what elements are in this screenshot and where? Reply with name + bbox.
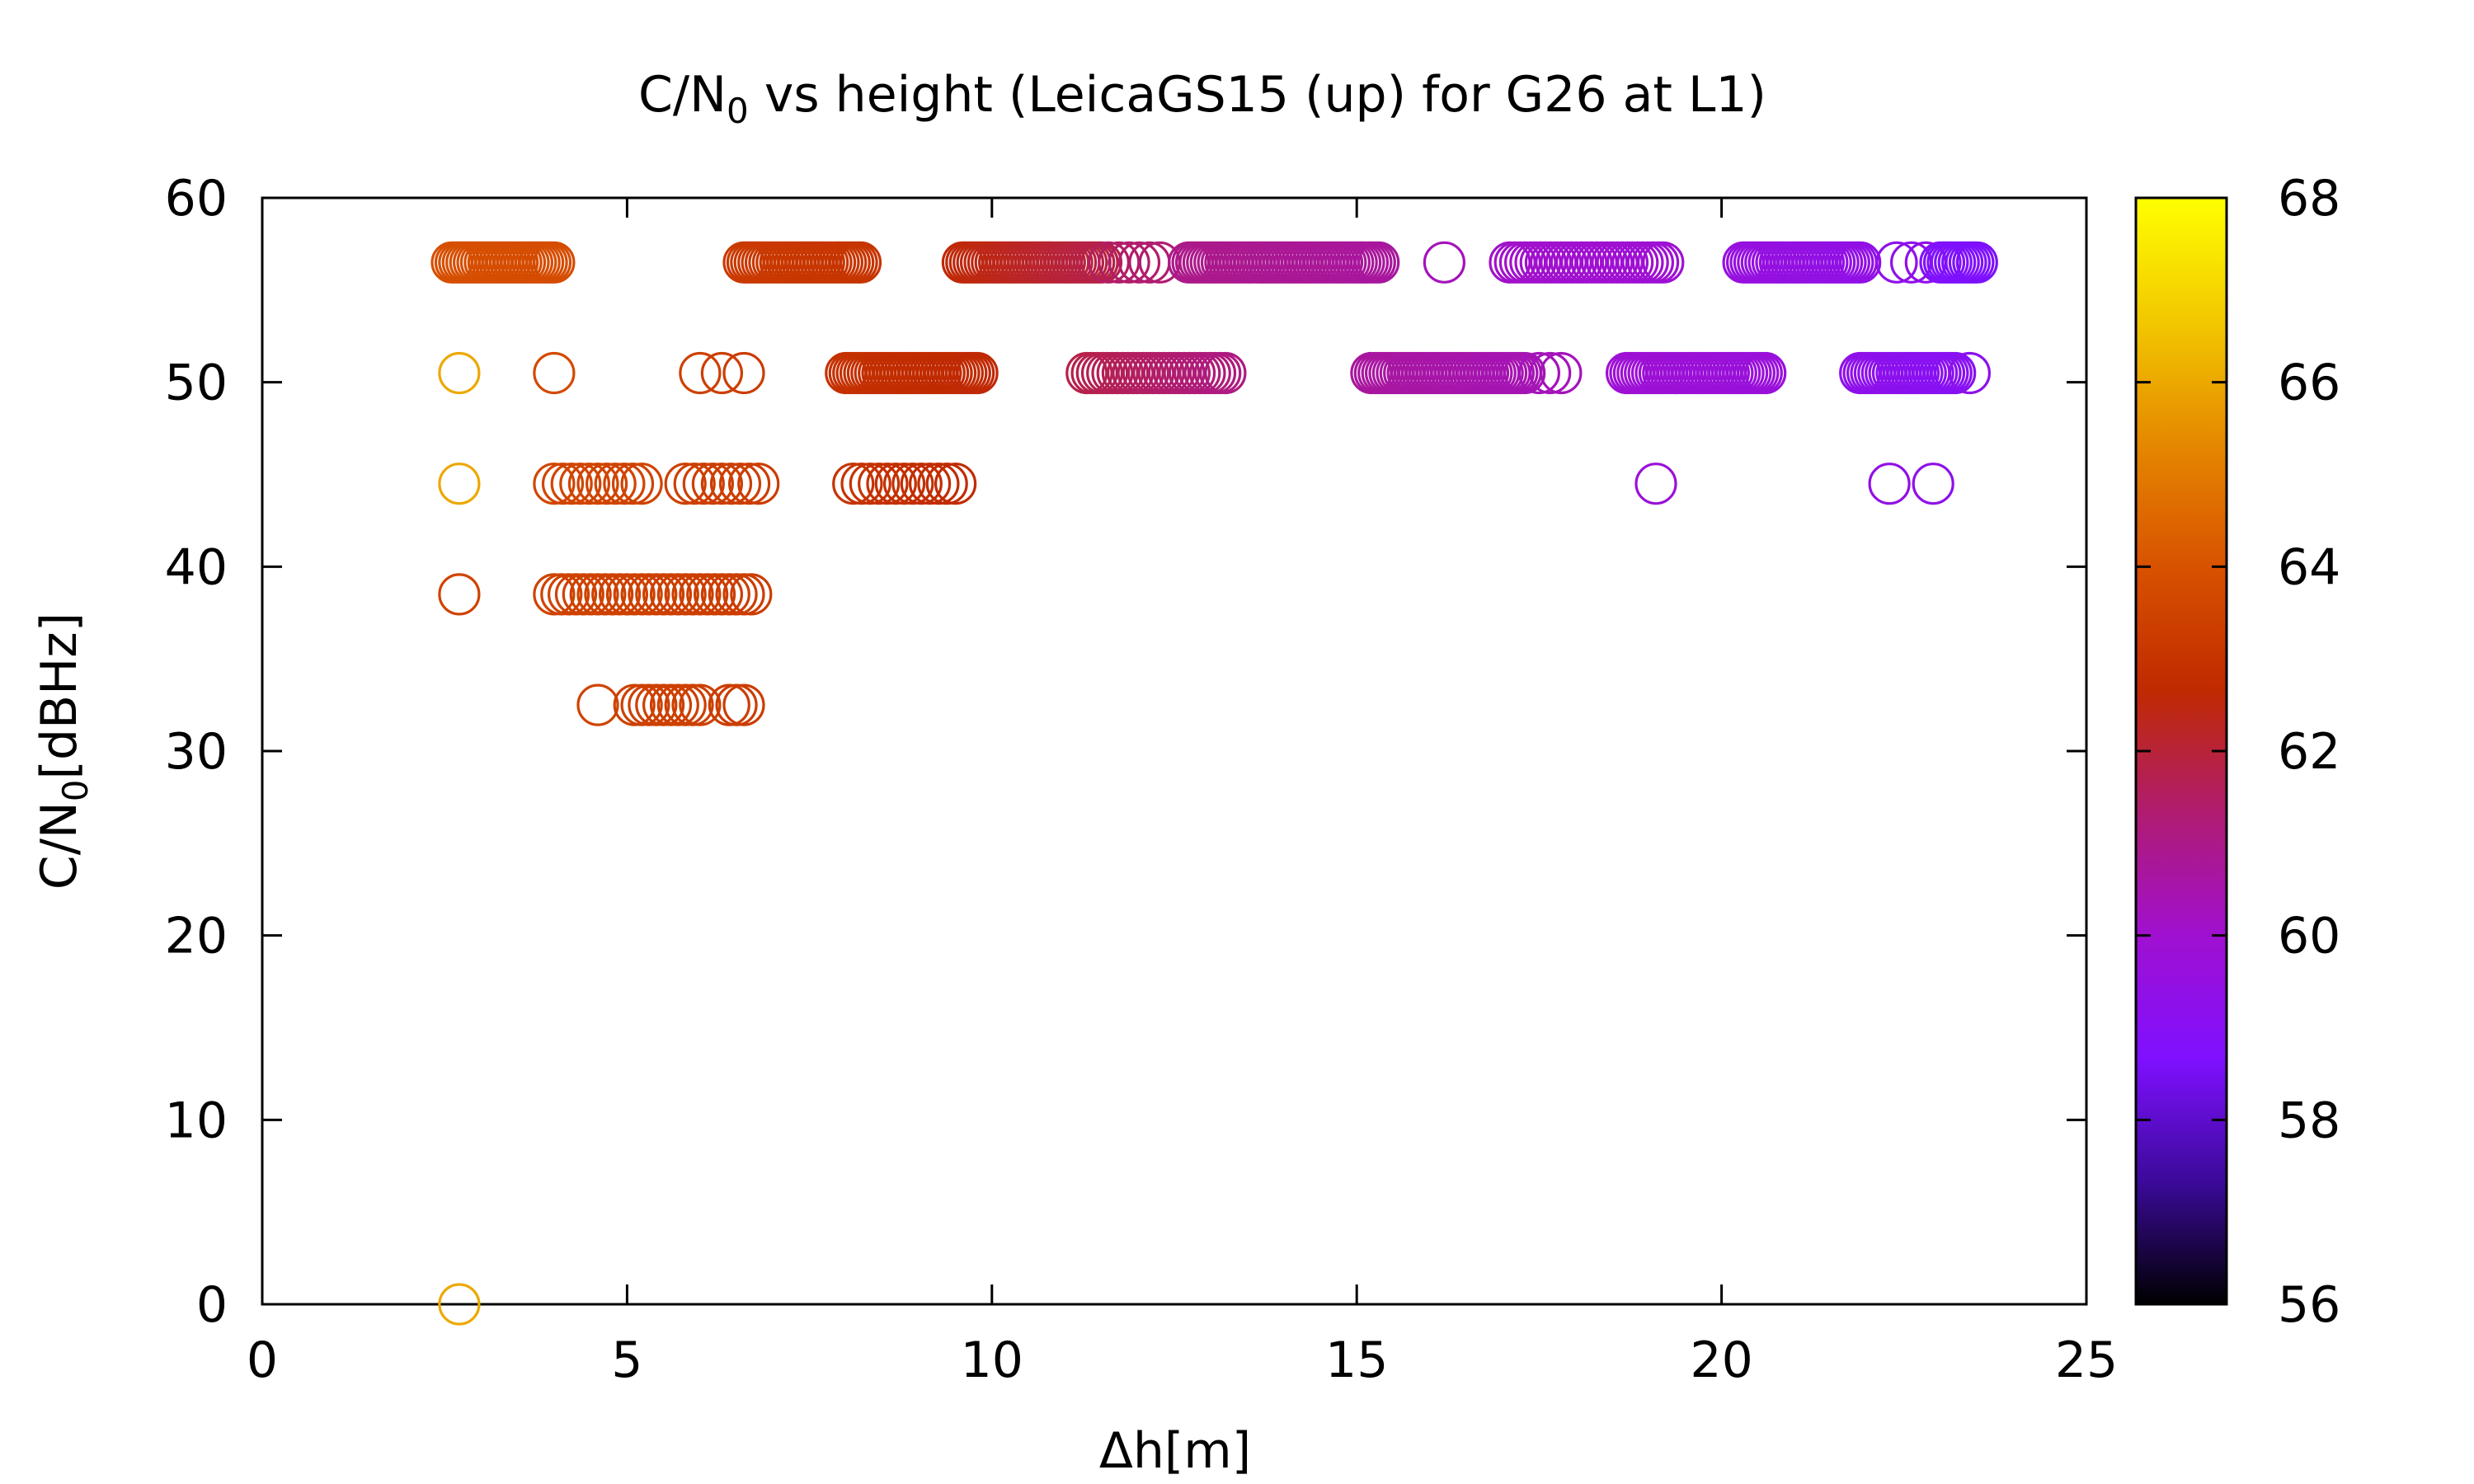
data-point bbox=[682, 463, 725, 505]
data-point bbox=[576, 463, 619, 505]
data-point bbox=[1868, 463, 1911, 505]
data-point bbox=[691, 463, 735, 505]
y-axis-label: C/N0[dBHz] bbox=[31, 613, 96, 890]
data-point bbox=[673, 463, 716, 505]
data-point bbox=[664, 463, 707, 505]
data-point bbox=[839, 241, 882, 284]
y-tick-label: 0 bbox=[196, 1276, 228, 1334]
data-point bbox=[550, 463, 593, 505]
data-point bbox=[866, 463, 909, 505]
data-point bbox=[1204, 351, 1247, 395]
data-point bbox=[700, 463, 744, 505]
data-point bbox=[567, 463, 611, 505]
data-point bbox=[679, 351, 722, 395]
y-tick-label: 60 bbox=[165, 170, 228, 228]
data-point bbox=[1642, 241, 1685, 284]
data-point bbox=[585, 463, 628, 505]
colorbar-tick-label: 60 bbox=[2278, 908, 2340, 965]
data-point bbox=[533, 351, 576, 395]
data-point bbox=[956, 351, 999, 395]
data-point bbox=[438, 463, 481, 505]
x-tick-label: 0 bbox=[247, 1331, 278, 1389]
data-point bbox=[840, 463, 883, 505]
data-point bbox=[438, 573, 481, 616]
y-tick-label: 50 bbox=[165, 355, 228, 412]
y-tick-label: 20 bbox=[165, 908, 228, 965]
x-tick-labels: 0 5 10 15 20 25 bbox=[247, 1331, 2118, 1389]
data-point bbox=[730, 573, 773, 616]
data-point bbox=[1540, 351, 1583, 395]
x-axis-label: Δh[m] bbox=[1099, 1422, 1251, 1480]
data-point bbox=[709, 463, 753, 505]
data-point bbox=[1517, 351, 1561, 395]
colorbar-tick-label: 64 bbox=[2278, 538, 2340, 596]
colorbar-ticks bbox=[2136, 196, 2227, 1306]
data-point bbox=[1423, 241, 1466, 284]
y-tick-label: 40 bbox=[165, 538, 228, 596]
data-point bbox=[1529, 351, 1572, 395]
data-point bbox=[559, 463, 602, 505]
x-tick-label: 25 bbox=[2055, 1331, 2118, 1389]
data-point bbox=[1955, 241, 1998, 284]
data-point bbox=[1912, 463, 1954, 505]
axis-ticks bbox=[261, 196, 2088, 1306]
y-tick-label: 10 bbox=[165, 1092, 228, 1149]
data-point bbox=[727, 463, 771, 505]
data-point bbox=[917, 463, 960, 505]
data-point bbox=[849, 463, 891, 505]
y-tick-labels: 0 10 20 30 40 50 60 bbox=[165, 170, 228, 1334]
data-point bbox=[1744, 351, 1787, 395]
y-tick-label: 30 bbox=[165, 723, 228, 781]
colorbar-tick-label: 68 bbox=[2278, 170, 2340, 228]
x-tick-label: 20 bbox=[1690, 1331, 1752, 1389]
data-point bbox=[1357, 241, 1400, 284]
data-point bbox=[1117, 241, 1161, 284]
data-point bbox=[533, 241, 576, 284]
data-point bbox=[700, 351, 744, 395]
colorbar-tick-label: 62 bbox=[2278, 723, 2340, 781]
data-point bbox=[832, 463, 875, 505]
x-tick-label: 15 bbox=[1325, 1331, 1388, 1389]
data-point bbox=[438, 1283, 481, 1326]
data-point bbox=[594, 463, 637, 505]
x-tick-label: 10 bbox=[961, 1331, 1023, 1389]
data-point bbox=[1839, 241, 1882, 284]
data-point bbox=[533, 463, 576, 505]
data-point bbox=[900, 463, 943, 505]
data-point bbox=[722, 683, 765, 726]
data-point bbox=[1634, 463, 1677, 505]
data-point bbox=[603, 463, 646, 505]
data-points bbox=[430, 241, 1998, 1326]
data-point bbox=[737, 463, 780, 505]
chart-title: C/N0 vs height (LeicaGS15 (up) for G26 a… bbox=[638, 66, 1766, 131]
data-point bbox=[908, 463, 952, 505]
data-point bbox=[925, 463, 968, 505]
data-point bbox=[1948, 351, 1991, 395]
data-point bbox=[1934, 351, 1977, 395]
data-point bbox=[891, 463, 934, 505]
data-point bbox=[438, 351, 481, 395]
data-point bbox=[1108, 241, 1150, 284]
data-point bbox=[620, 463, 663, 505]
colorbar-tick-label: 56 bbox=[2278, 1276, 2340, 1334]
data-point bbox=[874, 463, 917, 505]
data-point bbox=[1875, 241, 1918, 284]
x-tick-label: 5 bbox=[611, 1331, 642, 1389]
data-point bbox=[882, 463, 926, 505]
data-point bbox=[934, 463, 977, 505]
data-point bbox=[1503, 351, 1546, 395]
data-point bbox=[576, 683, 619, 726]
colorbar bbox=[2134, 196, 2228, 1306]
data-point bbox=[679, 683, 722, 726]
colorbar-tick-label: 58 bbox=[2278, 1092, 2340, 1149]
colorbar-tick-labels: 56 58 60 62 64 66 68 bbox=[2278, 170, 2340, 1334]
data-point bbox=[718, 463, 762, 505]
data-point bbox=[858, 463, 901, 505]
colorbar-tick-label: 66 bbox=[2278, 355, 2340, 412]
data-point bbox=[722, 351, 765, 395]
data-point bbox=[611, 463, 655, 505]
data-point bbox=[541, 463, 585, 505]
